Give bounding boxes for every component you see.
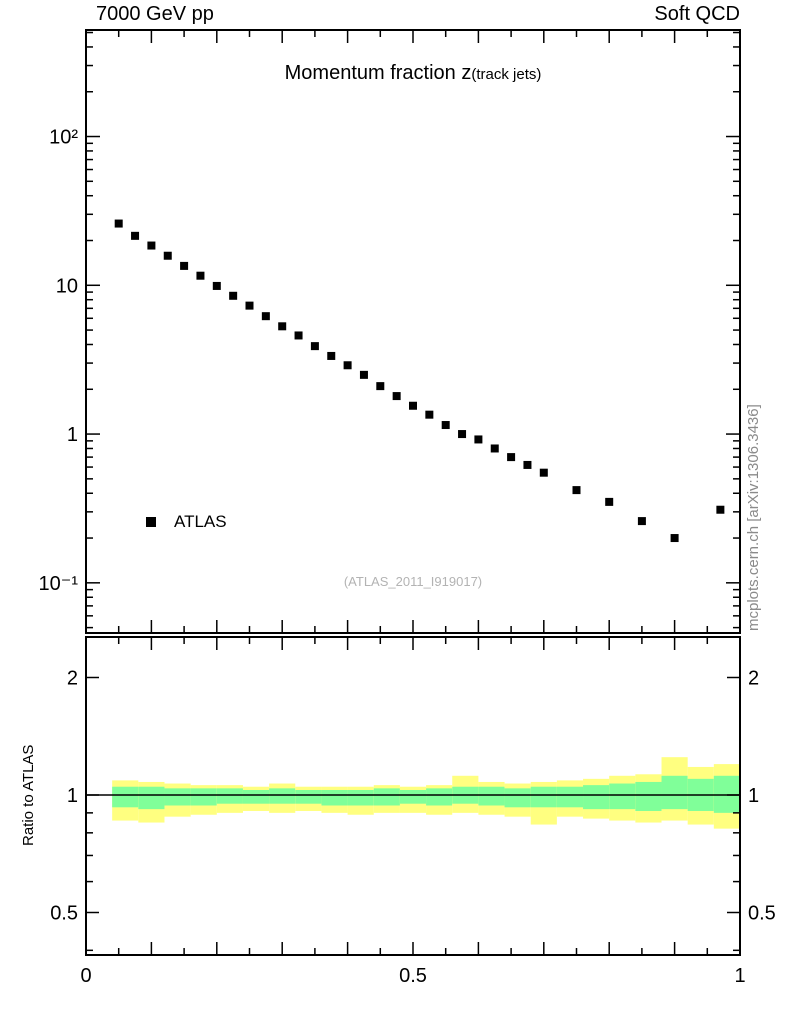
svg-text:10²: 10² [49,127,78,149]
plot-title-main: Momentum fraction z [284,62,472,84]
header-beam-label: 7000 GeV pp [96,3,214,25]
legend-marker-square-icon [146,517,156,527]
plot-title-sub: (track jets) [471,66,542,83]
svg-text:0.5: 0.5 [50,903,78,925]
svg-text:1: 1 [734,965,745,987]
svg-text:1: 1 [748,785,759,807]
analysis-id-watermark: (ATLAS_2011_I919017) [343,574,483,589]
svg-text:1: 1 [67,424,78,446]
ratio-axis-label: Ratio to ATLAS [20,744,37,846]
svg-text:1: 1 [67,785,78,807]
side-caption-mcplots: mcplots.cern.ch [arXiv:1306.3436] [745,404,762,631]
header-process-label: Soft QCD [654,3,740,25]
plot-title: Momentum fraction z(track jets) [86,62,740,85]
svg-text:2: 2 [748,668,759,690]
legend-label: ATLAS [174,512,227,531]
svg-text:0.5: 0.5 [399,965,427,987]
svg-text:10⁻¹: 10⁻¹ [39,573,79,595]
legend: ATLAS [146,512,227,532]
svg-text:0: 0 [80,965,91,987]
svg-text:10: 10 [56,275,78,297]
svg-text:0.5: 0.5 [748,903,776,925]
svg-text:2: 2 [67,668,78,690]
